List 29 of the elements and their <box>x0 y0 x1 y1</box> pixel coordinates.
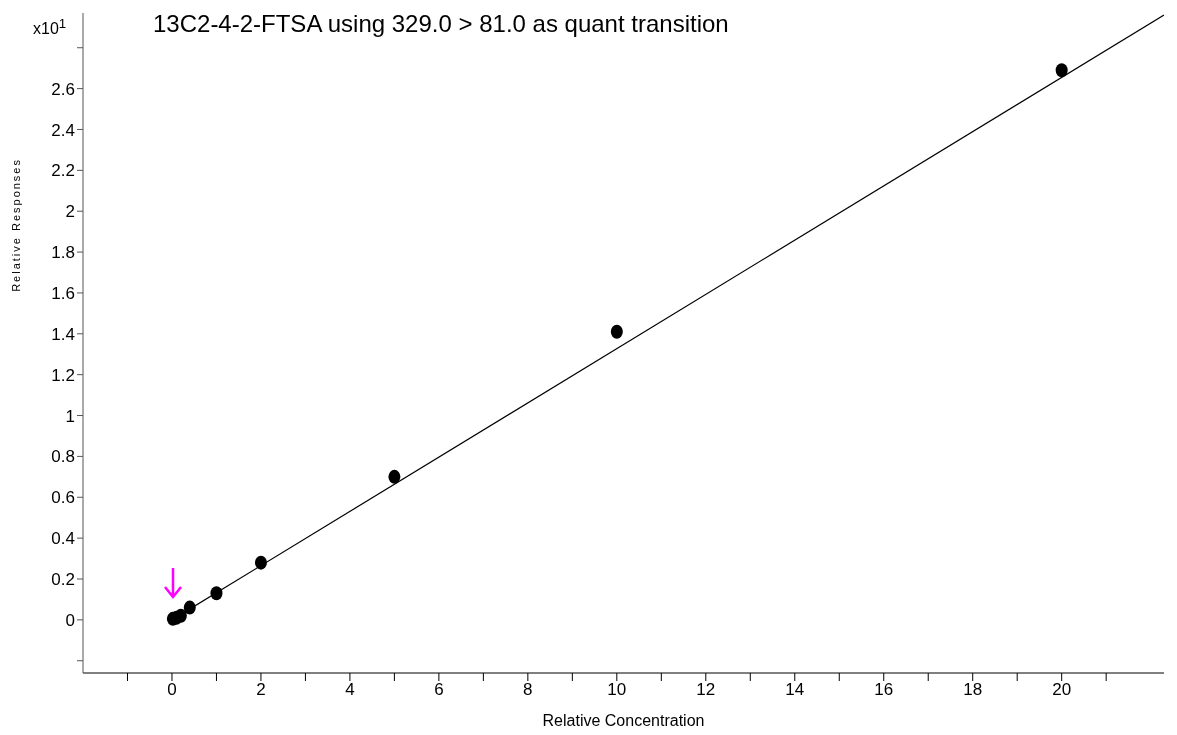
x-axis-title: Relative Concentration <box>542 712 705 729</box>
y-tick-label: 1.8 <box>51 243 75 263</box>
y-tick-label: 0 <box>65 610 75 630</box>
y-tick-label: 0.2 <box>51 570 75 590</box>
y-tick-label: 1 <box>65 406 75 426</box>
x-tick-label: 14 <box>785 680 805 700</box>
text: x10$^{1}$ <box>33 16 67 39</box>
y-tick-label: 2.2 <box>51 161 75 181</box>
y-tick-label: 0.6 <box>51 488 75 508</box>
y-tick-label: 1.6 <box>51 283 75 303</box>
x-tick-label: 16 <box>874 680 894 700</box>
x-tick-label: 4 <box>345 680 355 700</box>
x-tick-label: 2 <box>256 680 266 700</box>
y-tick-label: 1.2 <box>51 365 75 385</box>
y-tick-label: 1.4 <box>51 324 75 344</box>
y-tick-label: 0.8 <box>51 447 75 467</box>
y-axis-title: Relative Responses <box>10 158 22 292</box>
x-tick-label: 20 <box>1052 680 1072 700</box>
x-tick-label: 18 <box>963 680 983 700</box>
y-tick-label: 2 <box>65 202 75 222</box>
y-tick-label: 0.4 <box>51 529 75 549</box>
x-tick-label: 0 <box>167 680 177 700</box>
x-tick-label: 12 <box>696 680 716 700</box>
y-tick-label: 2.4 <box>51 120 75 140</box>
x-tick-label: 6 <box>434 680 444 700</box>
x-tick-label: 10 <box>607 680 627 700</box>
x-tick-label: 8 <box>523 680 533 700</box>
chart-title: 13C2-4-2-FTSA using 329.0 > 81.0 as quant transition <box>153 10 729 38</box>
y-tick-label: 2.6 <box>51 79 75 99</box>
